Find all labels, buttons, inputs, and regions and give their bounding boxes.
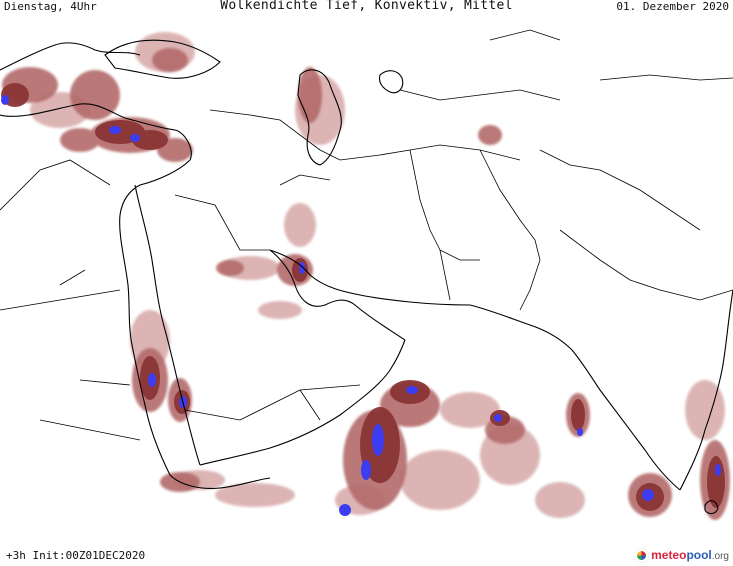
coastlines bbox=[0, 39, 733, 515]
cloud-density-map[interactable] bbox=[0, 14, 733, 524]
meteopool-logo[interactable]: meteopool.org bbox=[634, 546, 729, 564]
meteopool-logo-text: meteopool.org bbox=[651, 548, 729, 562]
init-time-label: +3h Init:00Z01DEC2020 bbox=[6, 549, 146, 562]
forecast-time-label: Dienstag, 4Uhr bbox=[4, 0, 97, 13]
forecast-date-label: 01. Dezember 2020 bbox=[616, 0, 729, 13]
country-borders bbox=[0, 29, 733, 441]
cloud-layer-core bbox=[1, 95, 721, 516]
map-title: Wolkendichte Tief, Konvektiv, Mittel bbox=[220, 0, 513, 13]
meteopool-logo-icon bbox=[634, 547, 650, 563]
